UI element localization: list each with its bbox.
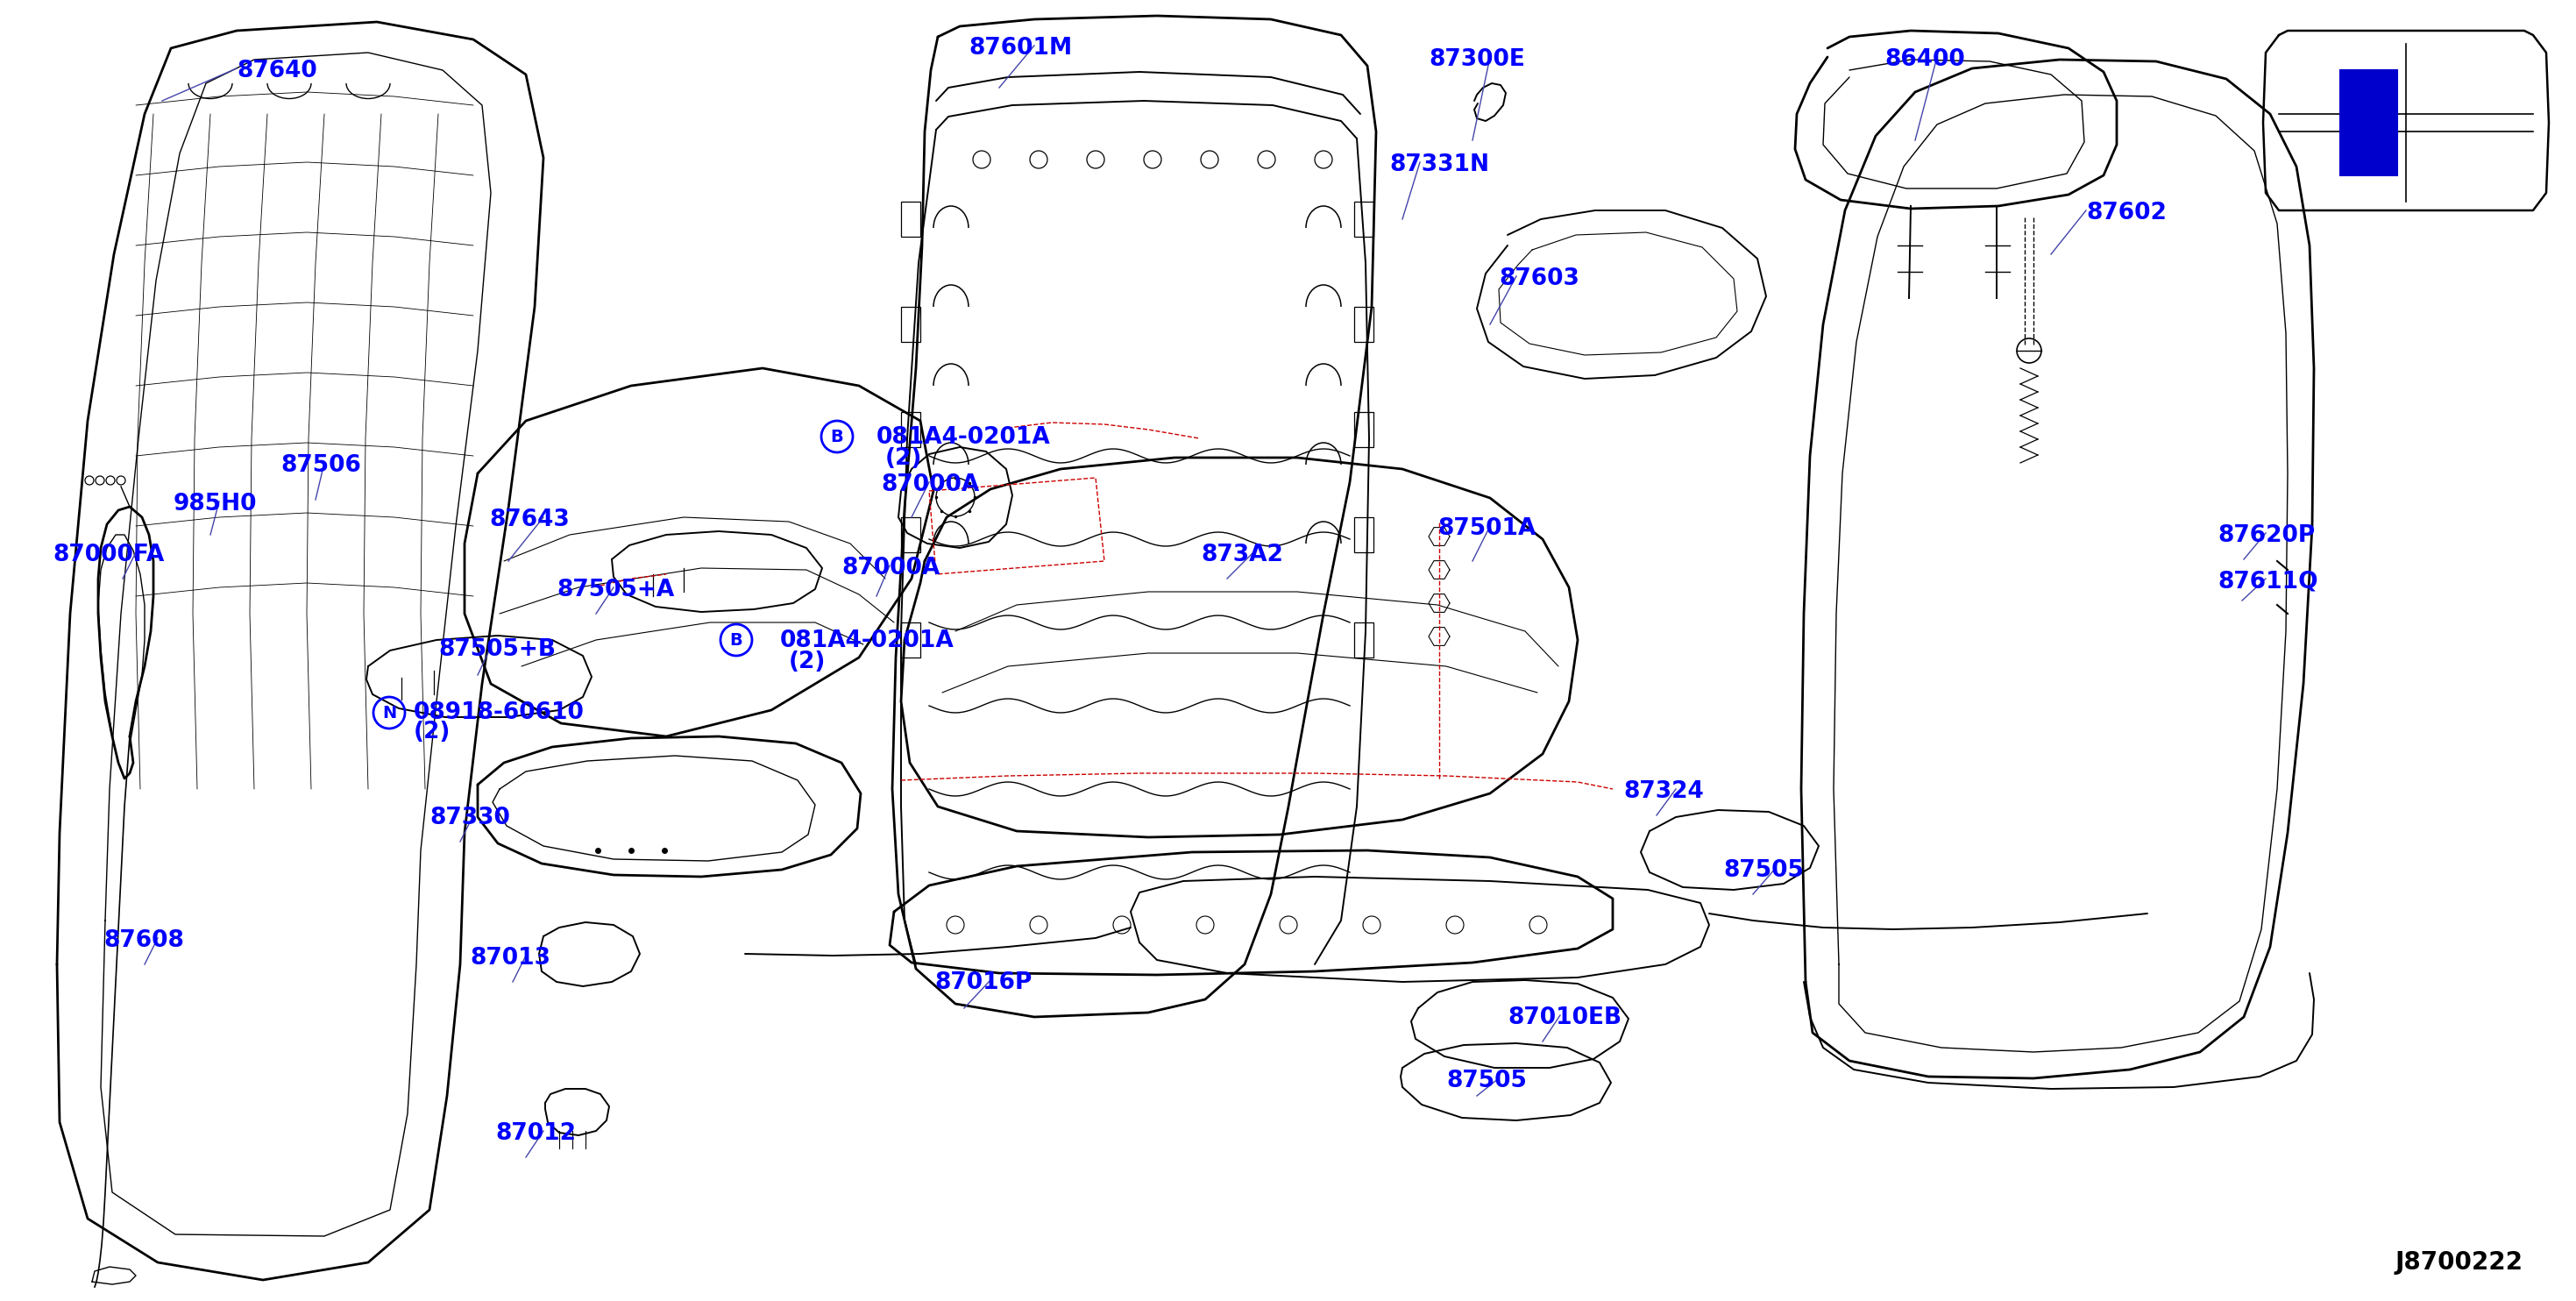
Text: 985H0: 985H0 xyxy=(173,493,258,515)
Text: 08918-60610: 08918-60610 xyxy=(415,701,585,725)
Text: (2): (2) xyxy=(415,721,451,743)
Text: 87608: 87608 xyxy=(103,929,183,952)
Text: 87331N: 87331N xyxy=(1388,154,1489,176)
Text: 873A2: 873A2 xyxy=(1200,544,1283,566)
Bar xyxy=(902,518,920,553)
Bar xyxy=(902,622,920,657)
Text: B: B xyxy=(829,428,842,445)
Text: 87602: 87602 xyxy=(2087,202,2166,225)
Bar xyxy=(1355,518,1373,553)
Text: 87640: 87640 xyxy=(237,60,317,82)
Bar xyxy=(902,412,920,448)
Text: 87016P: 87016P xyxy=(935,972,1033,994)
Text: 87611Q: 87611Q xyxy=(2218,570,2318,593)
Text: 87620P: 87620P xyxy=(2218,524,2316,546)
Text: (2): (2) xyxy=(788,650,827,674)
Text: 87013: 87013 xyxy=(469,947,551,969)
Text: 87330: 87330 xyxy=(430,807,510,829)
Text: 87506: 87506 xyxy=(281,454,361,477)
Bar xyxy=(1355,412,1373,448)
Text: 87505+A: 87505+A xyxy=(556,579,675,601)
Bar xyxy=(2339,70,2398,176)
Text: 87643: 87643 xyxy=(489,509,569,531)
Bar xyxy=(1355,307,1373,342)
Text: 86400: 86400 xyxy=(1886,48,1965,72)
Text: N: N xyxy=(381,704,397,721)
Bar xyxy=(1355,202,1373,237)
Bar xyxy=(902,307,920,342)
Bar xyxy=(902,202,920,237)
Text: 87505+B: 87505+B xyxy=(438,639,556,661)
Text: 87000FA: 87000FA xyxy=(52,544,165,566)
Text: 87505: 87505 xyxy=(1445,1069,1528,1093)
Text: 87010EB: 87010EB xyxy=(1507,1007,1623,1029)
Bar xyxy=(1355,622,1373,657)
Text: 87501A: 87501A xyxy=(1437,518,1535,540)
Text: 87601M: 87601M xyxy=(969,36,1072,60)
Text: 87300E: 87300E xyxy=(1430,48,1525,72)
Text: B: B xyxy=(729,632,742,648)
Text: J8700222: J8700222 xyxy=(2396,1250,2524,1275)
Text: 87324: 87324 xyxy=(1623,781,1703,803)
Text: 87012: 87012 xyxy=(495,1123,577,1145)
Text: 87603: 87603 xyxy=(1499,268,1579,290)
Text: 081A4-0201A: 081A4-0201A xyxy=(781,630,953,652)
Text: 87000A: 87000A xyxy=(881,474,979,496)
Text: 87000A: 87000A xyxy=(842,557,940,579)
Text: 081A4-0201A: 081A4-0201A xyxy=(876,425,1051,449)
Text: (2): (2) xyxy=(886,448,922,470)
Text: 87505: 87505 xyxy=(1723,859,1803,882)
